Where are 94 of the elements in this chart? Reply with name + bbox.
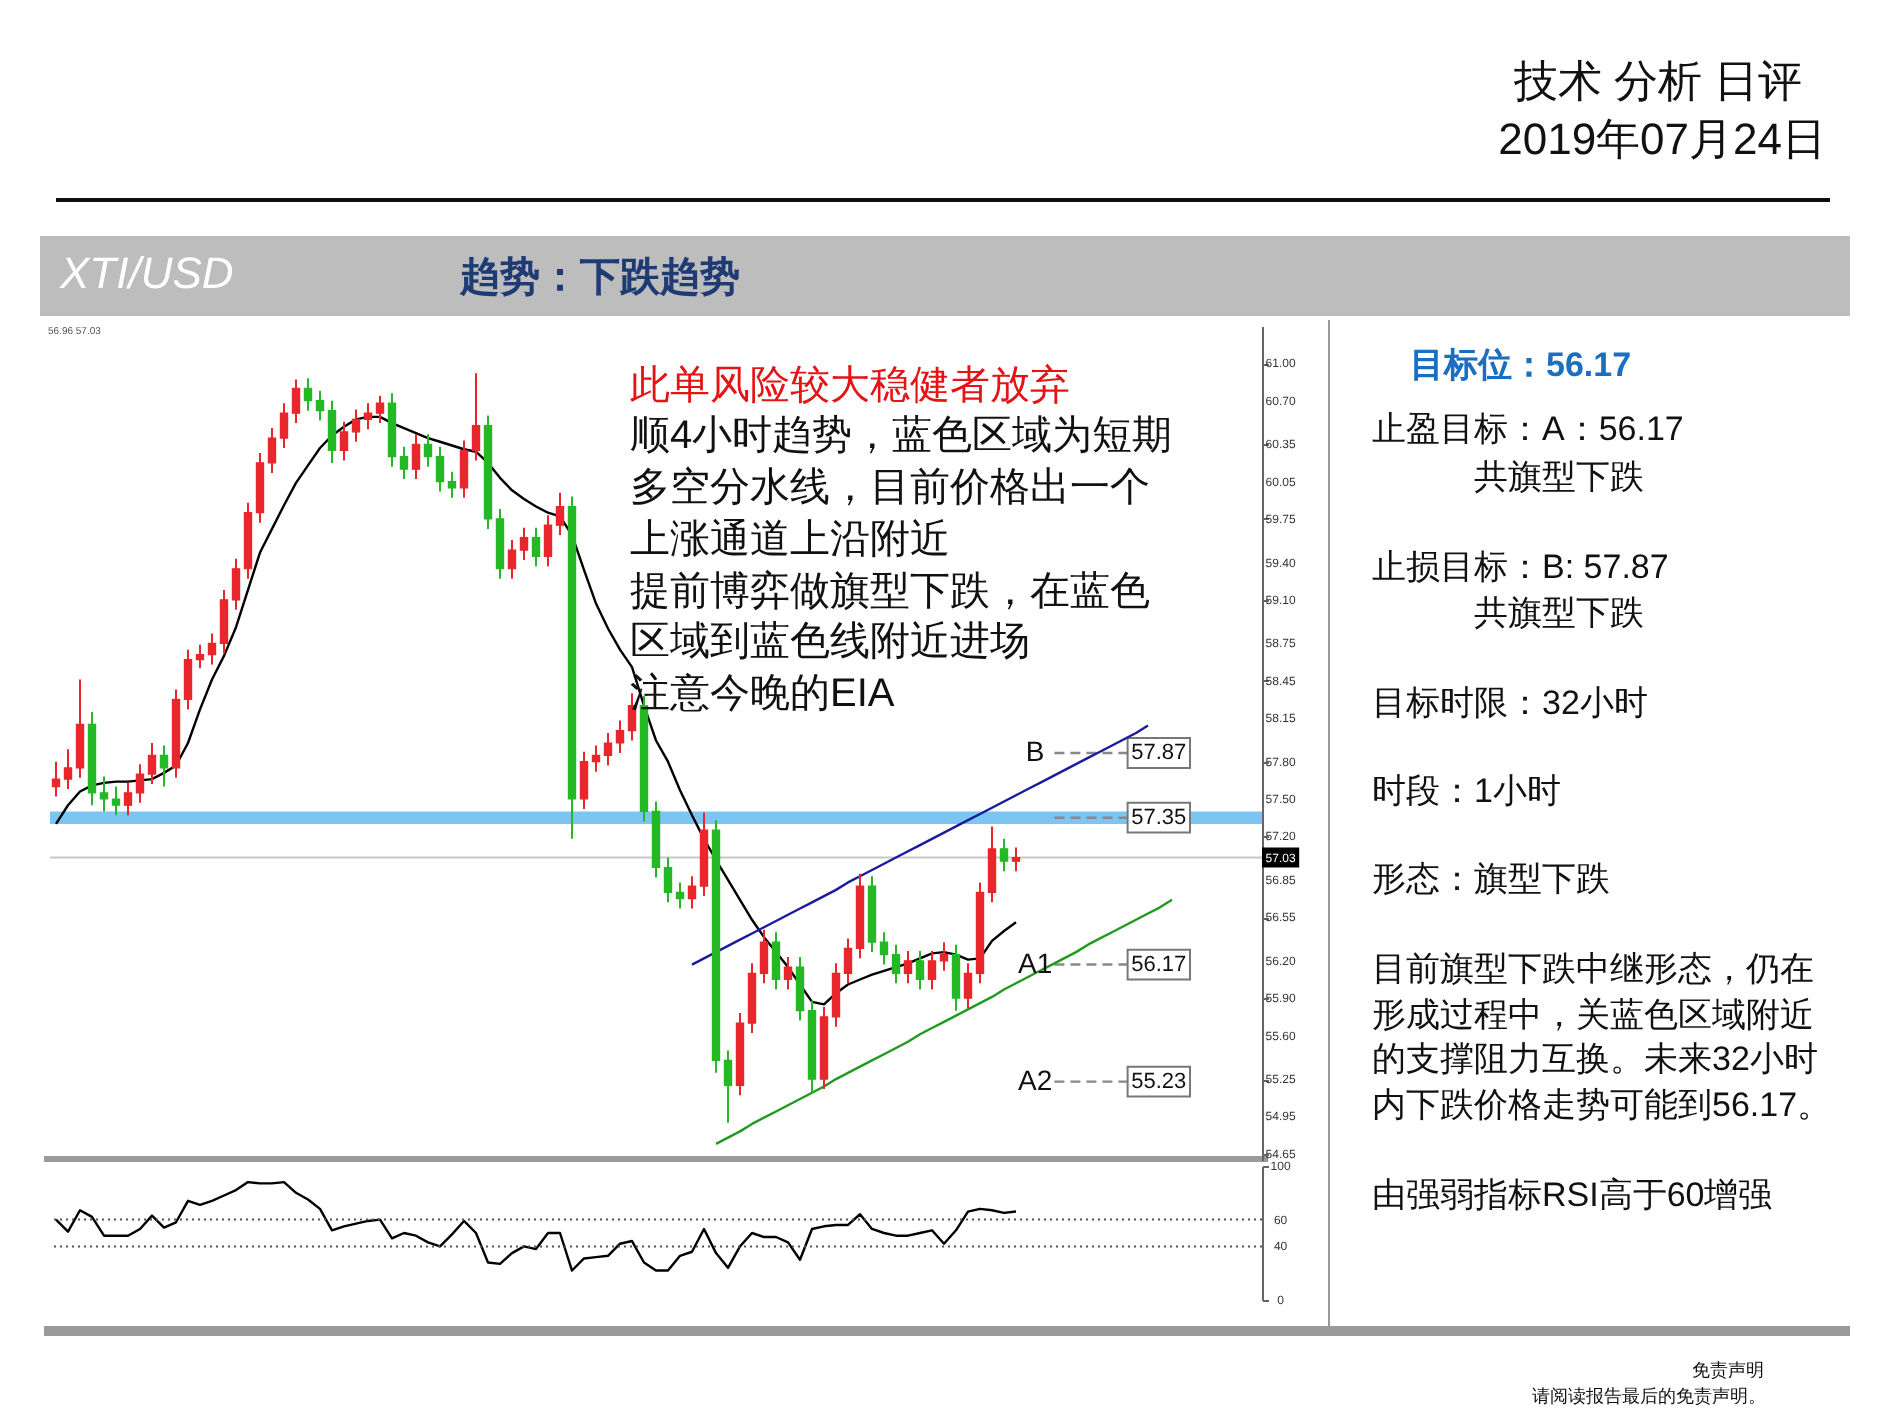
annotation: A1 [1018,946,1053,979]
text: 的支撑阻力互换。未来32小时 [1372,1038,1818,1082]
candlestick [879,931,889,966]
chart-subtitle: 趋势：下跌趋势 [460,254,740,304]
candlestick [123,781,133,817]
text: 目前旗型下跌中继形态，仍在 [1372,948,1814,992]
candlestick [183,648,193,711]
candlestick [435,445,445,493]
candlestick [411,433,421,481]
candlestick [927,949,937,991]
candlestick [327,399,337,464]
candlestick [555,491,565,537]
candlestick [147,742,157,786]
candlestick [267,427,277,474]
candlestick [999,837,1009,873]
candlestick [951,943,961,1012]
annotation: 提前博弈做旗型下跌，在蓝色 [630,568,1150,618]
text: 形态：旗型下跌 [1372,858,1610,902]
candlestick [219,588,229,655]
candlestick [723,1049,733,1124]
candlestick [363,402,373,431]
text: 共旗型下跌 [1474,592,1644,636]
candlestick [687,875,697,910]
text: 形成过程中，关蓝色区域附近 [1372,994,1814,1038]
candlestick [591,744,601,773]
ref-line-label: 56.17 [1131,952,1187,977]
text: 由强弱指标RSI高于60增强 [1372,1174,1773,1218]
candlestick [795,956,805,1022]
annotation: 此单风险较大稳健者放弃 [630,362,1070,412]
text: 2019年07月24日 [1498,112,1826,168]
text: 请阅读报告最后的免责声明。 [1532,1384,1766,1410]
candlestick [51,760,61,798]
candlestick [783,956,793,991]
candlestick [507,539,517,580]
candlestick [447,470,457,499]
text: 免责声明 [1692,1358,1764,1384]
text: 时段：1小时 [1372,770,1561,814]
candlestick [291,378,301,425]
chart-title: XTI/USD [60,248,234,300]
candlestick [675,881,685,910]
candlestick [99,775,109,813]
candlestick [987,825,997,904]
candlestick [915,949,925,991]
candlestick [459,439,469,499]
candlestick [531,526,541,568]
candlestick [351,408,361,443]
candlestick [843,937,853,985]
annotation: A2 [1018,1063,1053,1096]
candlestick [423,433,433,468]
candlestick [831,962,841,1028]
candlestick [579,750,589,810]
candlestick [231,557,241,611]
candlestick [759,928,769,985]
text: 内下跌价格走势可能到56.17。 [1372,1084,1832,1128]
candlestick [303,377,313,412]
candlestick [771,931,781,991]
text: 技术 分析 日评 [1513,54,1802,110]
candlestick [75,678,85,779]
candlestick [399,445,409,481]
line-series [54,1180,1018,1272]
candlestick [1011,846,1021,873]
text: 目标时限：32小时 [1372,682,1648,726]
text: 目标位：56.17 [1410,344,1632,388]
candlestick [63,748,73,791]
candlestick [663,856,673,904]
candlestick [963,962,973,1010]
candlestick [135,763,145,804]
annotation: B [1025,734,1045,767]
candlestick [111,785,121,817]
candlestick [891,943,901,985]
annotation: 上涨通道上沿附近 [630,516,950,566]
candlestick [471,372,481,462]
ref-line-label: 57.87 [1131,740,1187,765]
candlestick [939,941,949,972]
candlestick [903,949,913,985]
text: 止损目标：B: 57.87 [1372,546,1669,590]
candlestick [195,643,205,670]
candlestick [207,632,217,666]
text: 共旗型下跌 [1474,456,1644,500]
candlestick [543,514,553,568]
ref-line-label: 57.35 [1131,805,1187,830]
candlestick [339,420,349,462]
annotation: 区域到蓝色线附近进场 [630,618,1030,668]
annotation: 多空分水线，目前价格出一个 [630,464,1150,514]
candlestick [375,394,385,425]
text: 止盈目标：A：56.17 [1372,408,1684,452]
candlestick [519,526,529,562]
ref-line-label: 55.23 [1131,1069,1187,1094]
candlestick [615,719,625,754]
candlestick [159,744,169,788]
candlestick [279,402,289,449]
annotation: 顺4小时趋势，蓝色区域为短期 [630,412,1173,462]
candlestick [603,732,613,767]
candlestick [315,389,325,422]
